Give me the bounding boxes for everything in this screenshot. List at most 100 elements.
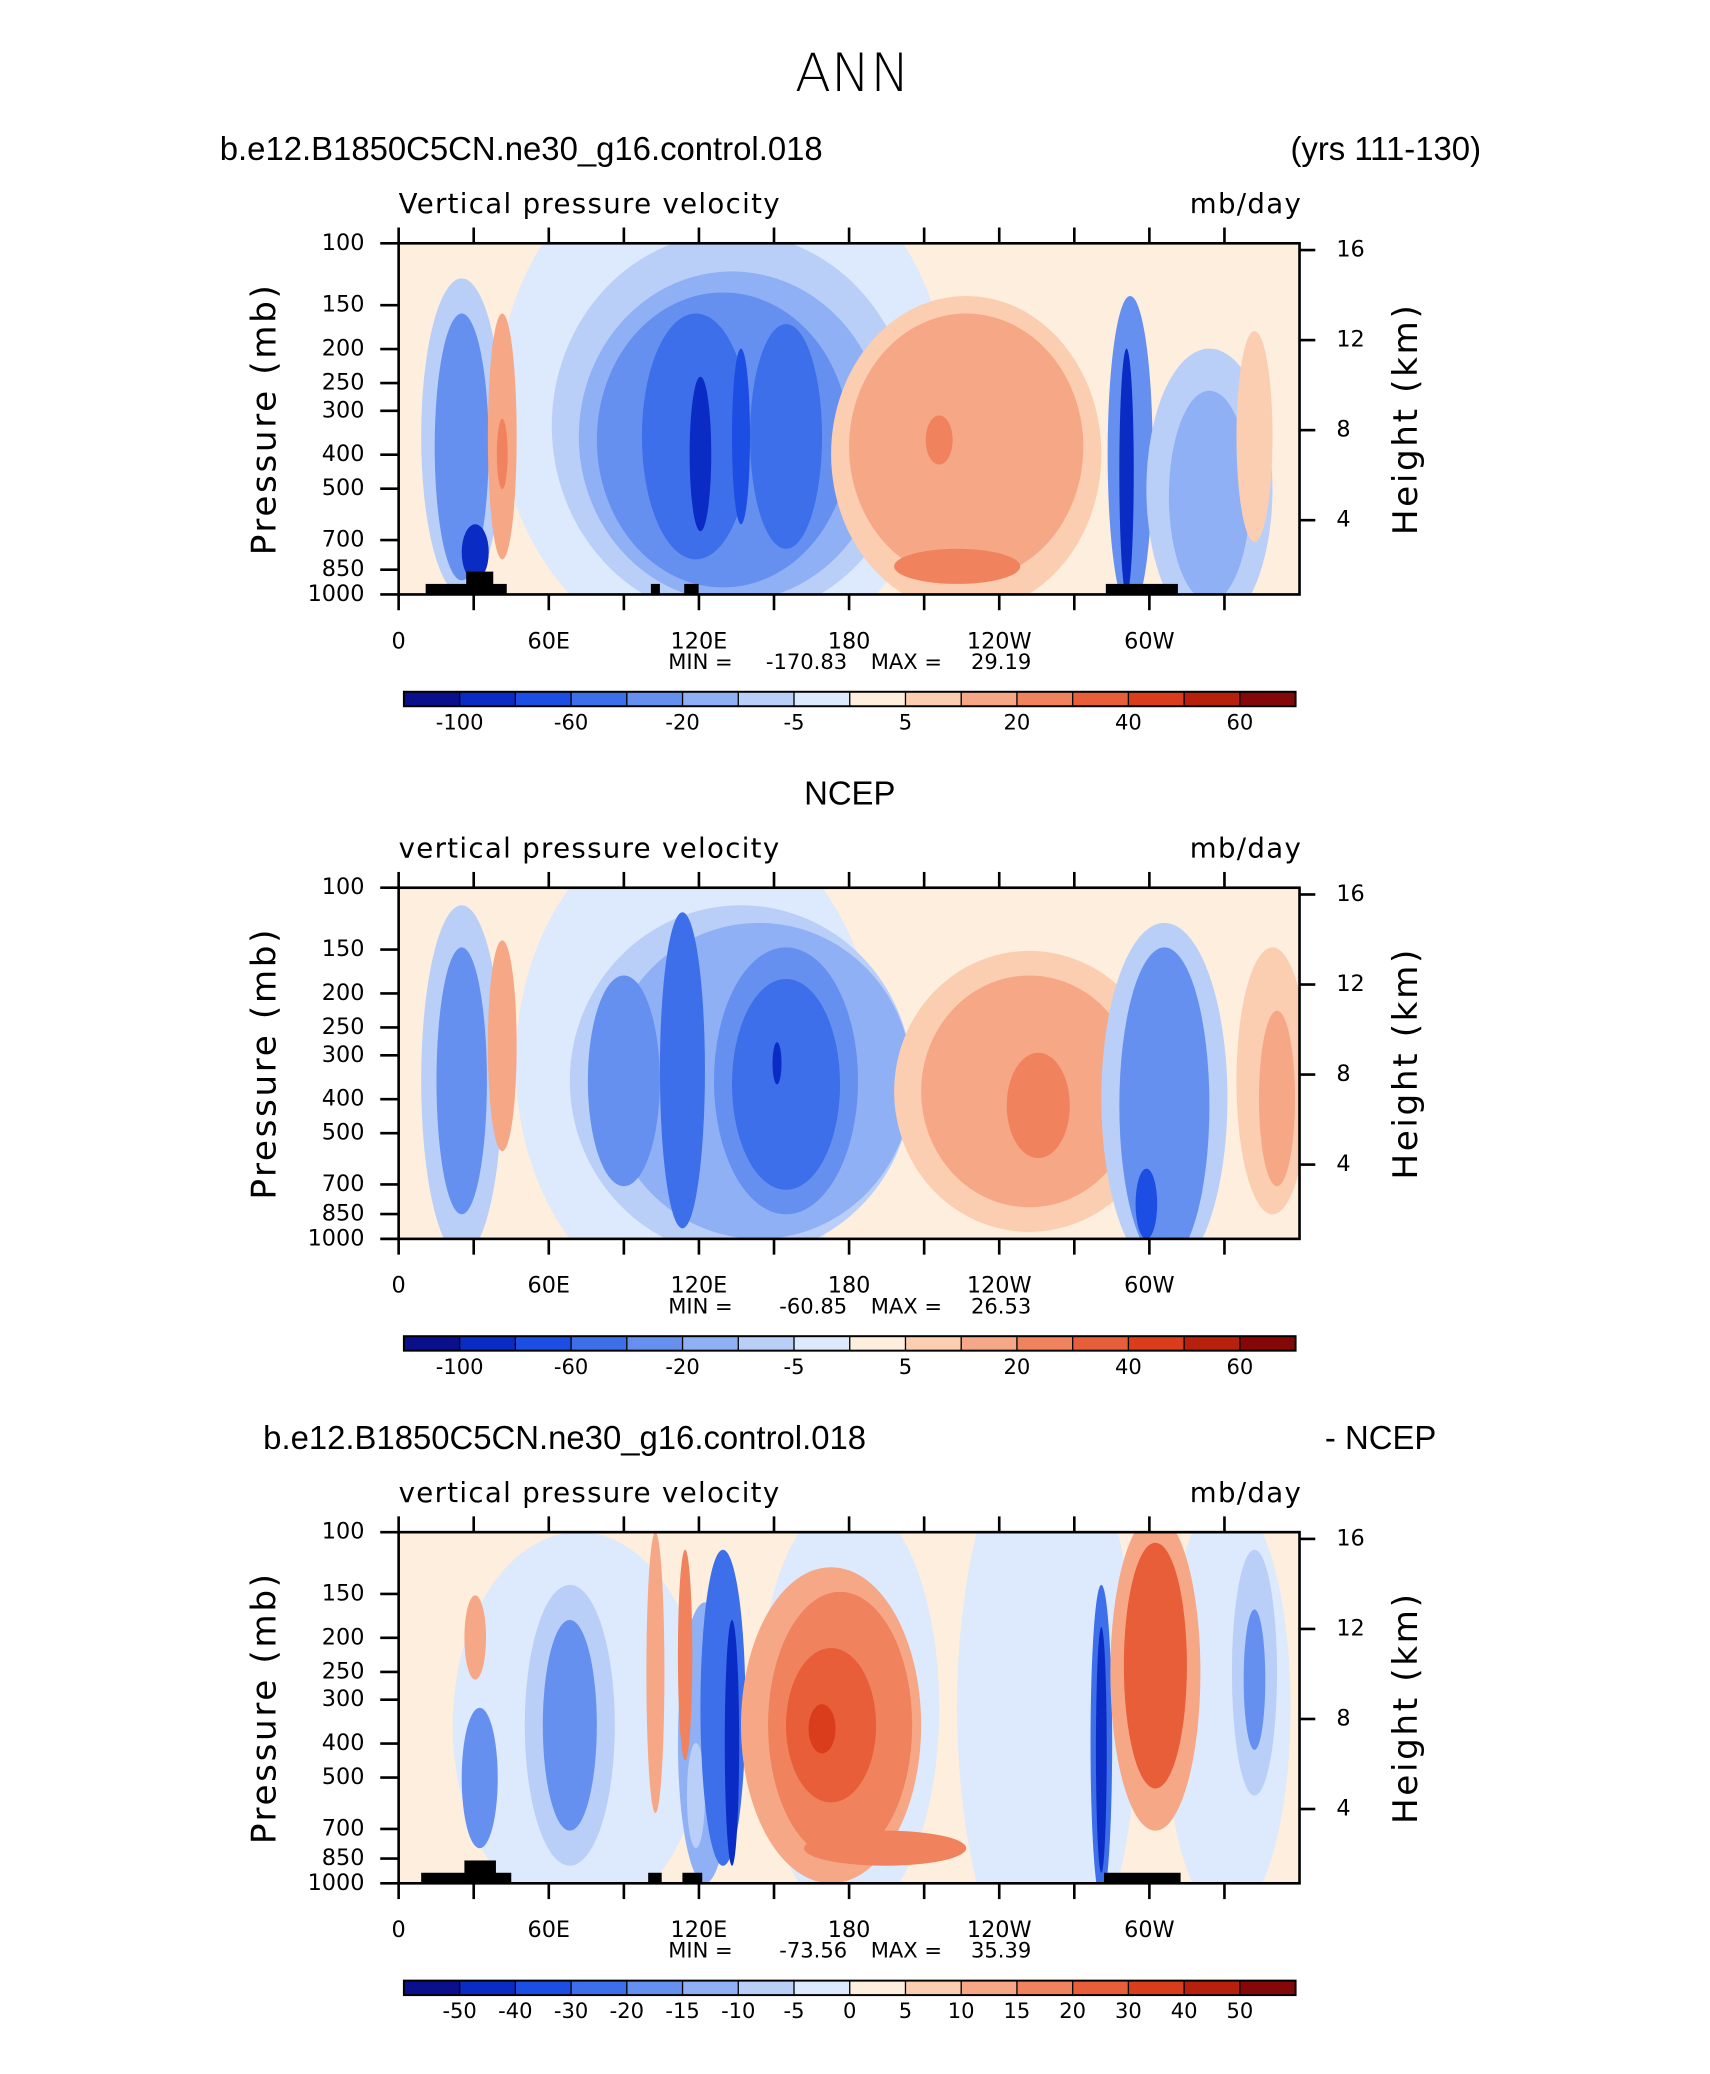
min-label: MIN = [668, 649, 732, 674]
y-tick-label: 1000 [308, 1225, 365, 1251]
min-label: MIN = [668, 1293, 732, 1318]
colorbar-box [905, 1336, 962, 1351]
colorbar-box [738, 691, 795, 707]
topography [648, 1872, 662, 1884]
max-value: 35.39 [971, 1938, 1031, 1963]
colorbar-label: 15 [1004, 1998, 1031, 2023]
y-tick-label: 400 [322, 1730, 365, 1756]
contour-region [1135, 1168, 1158, 1239]
x-tick-label: 120E [671, 1917, 728, 1943]
colorbar-box [682, 1980, 739, 1996]
colorbar-box [1128, 1336, 1185, 1351]
colorbar-box [1184, 691, 1241, 707]
contour-region [1236, 331, 1273, 542]
colorbar-label: -60 [554, 1354, 588, 1379]
colorbar-label: -15 [665, 1998, 699, 2023]
topography [466, 571, 494, 586]
y-tick-label: 500 [322, 1764, 365, 1790]
topography [650, 583, 660, 595]
contour-region [894, 548, 1021, 584]
figure-title: ANN [795, 43, 910, 104]
colorbar-frame [402, 1335, 1297, 1352]
y-tick-label: 400 [322, 441, 365, 467]
colorbar-label: 20 [1059, 1998, 1086, 2023]
colorbar-box [403, 691, 461, 707]
y2-axis-label: Height (km) [1386, 1591, 1426, 1824]
contour-region [849, 313, 1084, 581]
contour-region [925, 415, 953, 465]
contour-region [436, 947, 487, 1215]
contour-region [1258, 1010, 1296, 1187]
y2-tick-label: 16 [1336, 881, 1364, 907]
contour-region [542, 1619, 597, 1831]
colorbar-box [626, 1980, 683, 1996]
y-tick-label: 200 [322, 1624, 365, 1650]
colorbar-box [1072, 1980, 1129, 1996]
colorbar-box [626, 691, 683, 707]
y-tick-label: 150 [322, 936, 365, 962]
max-value: 29.19 [971, 649, 1031, 674]
colorbar-box [794, 1980, 851, 1996]
y2-axis-label: Height (km) [1386, 947, 1426, 1180]
x-tick-label: 180 [828, 1917, 871, 1943]
colorbar-box [403, 1980, 461, 1996]
y-tick-label: 300 [322, 1042, 365, 1068]
colorbar-box [459, 1336, 516, 1351]
colorbar-box [961, 1980, 1018, 1996]
y-tick-label: 250 [322, 1014, 365, 1040]
colorbar-box [1239, 691, 1296, 707]
colorbar-label: -20 [610, 1998, 644, 2023]
max-label: MAX = [871, 649, 942, 674]
colorbar-box [961, 1336, 1018, 1351]
x-tick-label: 0 [392, 628, 406, 654]
colorbar-box [1128, 691, 1185, 707]
y2-tick-label: 8 [1336, 417, 1350, 443]
y-tick-label: 200 [322, 980, 365, 1006]
x-tick-label: 180 [828, 628, 871, 654]
contour-region [659, 912, 705, 1229]
min-value: -60.85 [779, 1293, 847, 1318]
contour-region [749, 324, 823, 549]
y2-tick-label: 12 [1336, 327, 1364, 353]
contour-field [398, 1532, 1300, 1884]
colorbar-box [459, 691, 516, 707]
colorbar-label: 40 [1115, 1354, 1142, 1379]
y-tick-label: 850 [322, 556, 365, 582]
colorbar-label: -20 [665, 709, 699, 734]
y2-tick-label: 12 [1336, 971, 1364, 997]
colorbar-box [571, 1980, 628, 1996]
contour-region [587, 975, 660, 1187]
panel-header: - NCEP [1325, 1419, 1436, 1456]
panel-header: b.e12.B1850C5CN.ne30_g16.control.018 [263, 1419, 866, 1456]
colorbar-box [515, 1336, 572, 1351]
contour-region [1243, 1609, 1266, 1750]
colorbar-label: 60 [1226, 1354, 1253, 1379]
y-tick-label: 400 [322, 1086, 365, 1112]
contour-region [496, 418, 508, 490]
contour-region [1168, 390, 1250, 595]
x-tick-label: 60E [528, 628, 571, 654]
colorbar-label: -5 [784, 1998, 805, 2023]
topography [464, 1860, 496, 1875]
y-axis-label: Pressure (mb) [244, 283, 284, 556]
topography [1104, 1872, 1181, 1884]
colorbar-box [571, 691, 628, 707]
y-tick-label: 250 [322, 370, 365, 396]
y-tick-label: 700 [322, 1815, 365, 1841]
y2-tick-label: 4 [1336, 1796, 1350, 1822]
panel-header: NCEP [804, 774, 895, 811]
max-label: MAX = [871, 1293, 942, 1318]
colorbar-label: -5 [784, 1354, 805, 1379]
panel-header: b.e12.B1850C5CN.ne30_g16.control.018 [220, 130, 823, 167]
contour-region [772, 1042, 782, 1085]
x-tick-label: 120W [967, 628, 1032, 654]
contour-region [804, 1830, 967, 1866]
colorbar-label: -40 [498, 1998, 532, 2023]
y-axis-label: Pressure (mb) [244, 927, 284, 1200]
x-tick-label: 0 [392, 1273, 406, 1299]
contour-region [1006, 1052, 1070, 1159]
x-tick-label: 180 [828, 1273, 871, 1299]
y-tick-label: 100 [322, 874, 365, 900]
contour-region [731, 348, 750, 525]
min-label: MIN = [668, 1938, 732, 1963]
